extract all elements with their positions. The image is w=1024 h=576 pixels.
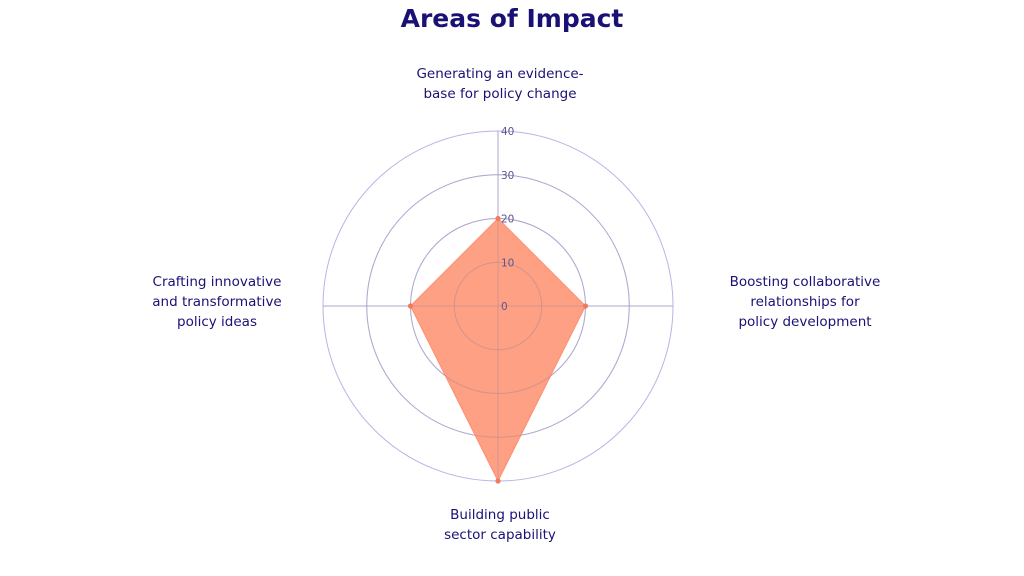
axis-label-public-sector-capability: Building public sector capability [444, 507, 556, 543]
axis-label-evidence-base: Generating an evidence- base for policy … [416, 66, 584, 102]
data-point-3 [407, 303, 414, 309]
tick-label-40: 40 [501, 126, 514, 138]
chart-title: Areas of Impact [400, 4, 624, 33]
axis-label-innovative-policy-ideas: Crafting innovative and transformative p… [152, 274, 282, 330]
radar-ticks: 0 10 20 30 40 [501, 126, 514, 313]
radar-series [323, 131, 673, 484]
grid-ring-overlay-30 [366, 174, 630, 438]
grid-ring-overlay-10 [453, 261, 543, 351]
data-point-2 [495, 478, 501, 484]
tick-label-30: 30 [501, 170, 514, 182]
axis-label-collaborative-relationships: Boosting collaborative relationships for… [729, 274, 881, 330]
tick-label-20: 20 [501, 214, 514, 226]
data-point-1 [582, 303, 589, 309]
tick-label-10: 10 [501, 257, 514, 269]
tick-label-0: 0 [501, 301, 508, 313]
data-point-0 [495, 215, 501, 222]
